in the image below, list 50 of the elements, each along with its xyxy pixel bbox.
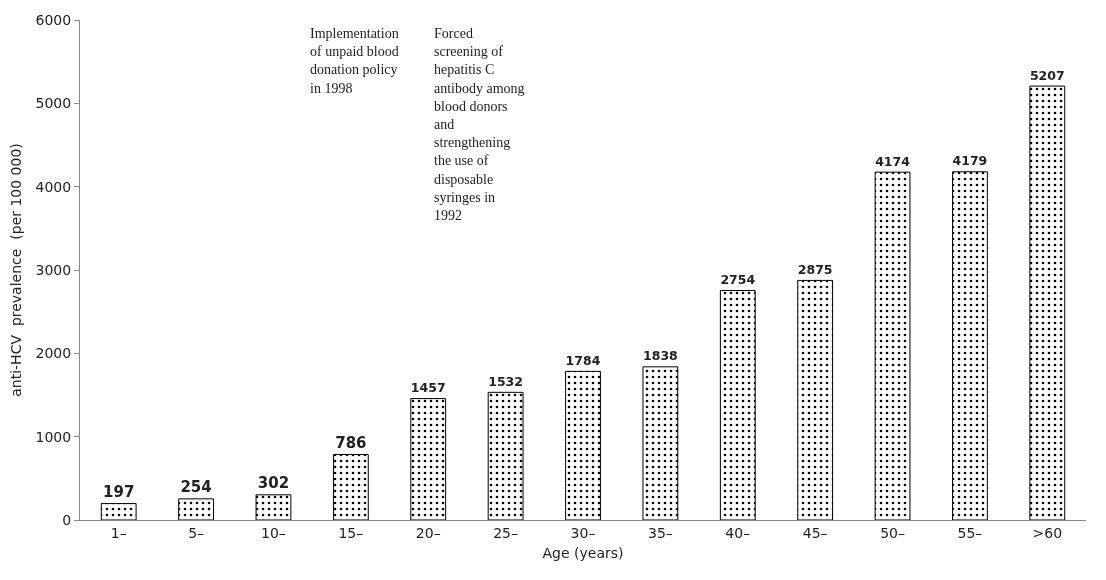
bar xyxy=(952,171,988,520)
x-tick-label: 55– xyxy=(957,524,983,541)
x-tick-label: 30– xyxy=(570,524,596,541)
annotation: Implementation of unpaid blood donation policy in 1998 xyxy=(310,26,399,96)
y-tick-label: 3000 xyxy=(35,261,72,278)
data-label: 1457 xyxy=(410,380,446,396)
bar xyxy=(100,503,137,520)
bar xyxy=(642,366,679,520)
data-label: 197 xyxy=(103,482,135,501)
data-label: 1838 xyxy=(642,348,678,364)
x-tick-label: 10– xyxy=(261,524,286,541)
x-tick-label: 45– xyxy=(802,524,828,541)
bar xyxy=(874,171,911,520)
data-label: 1532 xyxy=(488,373,524,389)
data-label: 1784 xyxy=(565,352,601,368)
bar xyxy=(487,391,524,520)
x-tick-label: 20– xyxy=(415,524,441,541)
bar xyxy=(719,290,756,520)
bar xyxy=(178,498,214,520)
bar xyxy=(1029,85,1066,520)
y-tick-label: 5000 xyxy=(35,95,72,112)
data-label: 254 xyxy=(180,477,212,496)
data-label: 5207 xyxy=(1029,67,1065,83)
data-label: 786 xyxy=(335,433,367,452)
x-tick-label: >60 xyxy=(1032,524,1063,541)
y-tick-label: 6000 xyxy=(35,11,72,28)
data-label: 302 xyxy=(257,473,290,492)
y-tick-label: 4000 xyxy=(35,178,72,195)
x-tick-label: 25– xyxy=(493,524,519,541)
y-axis-title: anti-HCV prevalence (per 100 000) xyxy=(8,143,25,397)
bar xyxy=(797,279,834,520)
x-tick-label: 1– xyxy=(110,524,127,541)
y-tick-label: 2000 xyxy=(35,345,72,362)
bar xyxy=(565,370,601,520)
text: Forced screening of hepatitis C antibody among blood donors and strengthening the use of disposable syringes in 1992 xyxy=(434,26,525,223)
data-label: 4174 xyxy=(875,153,911,169)
bar xyxy=(410,398,447,520)
data-label: 2875 xyxy=(797,262,833,278)
x-axis-title: Age (years) xyxy=(542,545,624,562)
y-tick-label: 0 xyxy=(62,511,72,528)
y-tick-label: 1000 xyxy=(35,428,72,445)
x-tick-label: 15– xyxy=(338,524,364,541)
x-tick-label: 35– xyxy=(647,524,673,541)
x-tick-label: 50– xyxy=(880,524,905,541)
bar xyxy=(255,494,292,520)
data-label: 4179 xyxy=(952,153,988,169)
x-tick-label: 40– xyxy=(725,524,751,541)
x-tick-label: 5– xyxy=(188,524,205,541)
bar xyxy=(332,454,369,520)
data-label: 2754 xyxy=(720,272,756,288)
